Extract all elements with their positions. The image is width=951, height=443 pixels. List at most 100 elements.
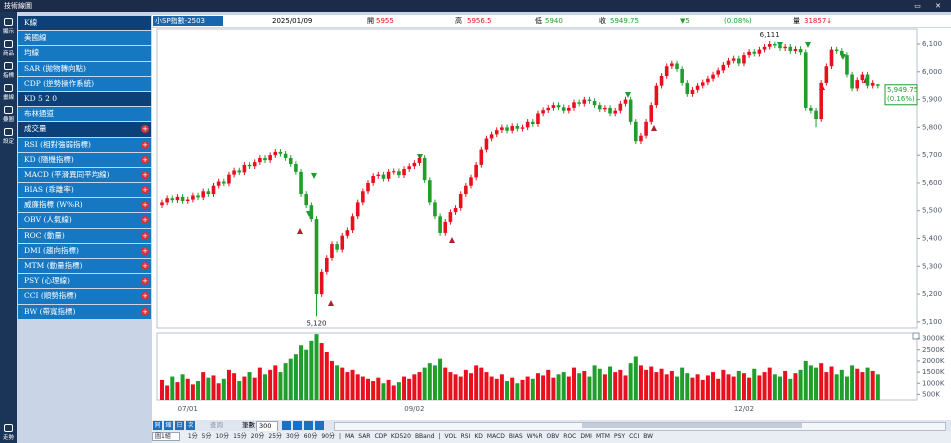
period-option[interactable]: 90分: [321, 433, 335, 440]
indicator-option[interactable]: OBV: [546, 433, 560, 440]
overlay-item[interactable]: 美國線: [18, 31, 151, 46]
indicator-option[interactable]: BW: [643, 433, 654, 440]
overlay-option[interactable]: SAR: [358, 433, 371, 440]
candle-body: [381, 174, 386, 179]
volume-bar: [649, 366, 654, 400]
candle-body: [634, 121, 638, 142]
group-select[interactable]: 圖1組: [152, 432, 180, 441]
title-bar: 技術線圖 ▭ ✕: [0, 0, 951, 12]
candle-body: [773, 44, 777, 46]
tool-icon[interactable]: [282, 421, 291, 430]
indicator-option[interactable]: DMI: [580, 433, 592, 440]
add-button[interactable]: +: [141, 140, 149, 149]
volume-bar: [278, 372, 283, 400]
overlay-option[interactable]: KD520: [390, 433, 411, 440]
overlay-option[interactable]: CDP: [374, 433, 387, 440]
period-option[interactable]: 30分: [286, 433, 300, 440]
volume-bar: [520, 379, 525, 400]
add-button[interactable]: +: [141, 277, 149, 286]
tool-icon[interactable]: [304, 421, 313, 430]
indicator-option[interactable]: BIAS: [508, 433, 523, 440]
overlay-item[interactable]: SAR (拋物轉向點): [18, 61, 151, 76]
indicator-option[interactable]: MACD: [486, 433, 505, 440]
overlay-item[interactable]: CDP (逆勢操作系統): [18, 76, 151, 91]
period-option[interactable]: 20分: [250, 433, 265, 440]
indicator-item[interactable]: RSI (相對強弱指標) +: [18, 137, 151, 152]
nav-item[interactable]: 商品: [0, 40, 17, 57]
overlay-item[interactable]: 均線: [18, 46, 151, 61]
indicator-option[interactable]: CCI: [629, 433, 640, 440]
period-option[interactable]: 1分: [187, 433, 198, 440]
volume-bar: [783, 370, 788, 400]
indicator-item[interactable]: 威廉指標 (W%R) +: [18, 198, 151, 213]
add-button[interactable]: +: [141, 246, 149, 255]
indicator-option[interactable]: VOL: [444, 433, 457, 440]
close-panel-button[interactable]: [912, 332, 920, 340]
volume-bar: [597, 368, 602, 400]
tool-button[interactable]: 同: [153, 421, 162, 430]
candle-body: [706, 78, 710, 83]
nav-item[interactable]: 顯示: [0, 18, 17, 35]
last-price-label: (0.16%): [887, 95, 915, 103]
volume-bar: [288, 358, 293, 400]
symbol[interactable]: 小SP指數-2503: [153, 16, 223, 26]
overlay-option[interactable]: BBand: [414, 433, 435, 440]
x-tick-label: 12/02: [734, 405, 754, 413]
period-option[interactable]: 5分: [201, 433, 212, 440]
low-value: 5940: [545, 17, 563, 25]
indicator-item[interactable]: DMI (趨向指標) +: [18, 243, 151, 258]
candle-body: [443, 221, 448, 233]
nav-item[interactable]: 疊圖: [0, 106, 17, 123]
add-button[interactable]: +: [141, 201, 149, 210]
add-button[interactable]: +: [141, 125, 149, 134]
add-button[interactable]: +: [141, 155, 149, 164]
indicator-option[interactable]: RSI: [460, 433, 471, 440]
nav-item[interactable]: 走勢: [0, 424, 17, 441]
nav-item[interactable]: 指標: [0, 62, 17, 79]
indicator-item[interactable]: OBV (人氣線) +: [18, 213, 151, 228]
add-button[interactable]: +: [141, 292, 149, 301]
period-option[interactable]: 15分: [233, 433, 247, 440]
low-label: 低: [535, 17, 542, 25]
tool-icon[interactable]: [315, 421, 324, 430]
period-option[interactable]: 10分: [215, 433, 230, 440]
overlay-item[interactable]: KD 5 2 0: [18, 91, 151, 107]
period-option[interactable]: 60分: [303, 433, 318, 440]
nav-item[interactable]: 畫線: [0, 84, 17, 101]
indicator-option[interactable]: PSY: [613, 433, 626, 440]
window-controls[interactable]: ▭ ✕: [914, 2, 947, 10]
overlay-item[interactable]: 布林通道: [18, 107, 151, 122]
add-button[interactable]: +: [141, 186, 149, 195]
add-button[interactable]: +: [141, 216, 149, 225]
indicator-item[interactable]: ROC (動量) +: [18, 228, 151, 243]
candle-body: [556, 105, 561, 108]
add-button[interactable]: +: [141, 231, 149, 240]
period-option[interactable]: 25分: [268, 433, 283, 440]
add-button[interactable]: +: [141, 307, 149, 316]
overlay-option[interactable]: MA: [345, 433, 355, 440]
indicator-option[interactable]: MTM: [595, 433, 610, 440]
indicator-item[interactable]: 成交量 +: [18, 122, 151, 137]
indicator-option[interactable]: W%R: [526, 433, 543, 440]
volume-bar: [247, 372, 252, 400]
add-button[interactable]: +: [141, 262, 149, 270]
indicator-item[interactable]: PSY (心理線) +: [18, 274, 151, 289]
tool-button[interactable]: 日: [175, 421, 184, 430]
indicator-item[interactable]: BW (帶寬指標) +: [18, 304, 151, 319]
indicator-option[interactable]: KD: [474, 433, 483, 440]
add-button[interactable]: +: [141, 170, 149, 179]
indicator-item[interactable]: KD (隨機指標) +: [18, 152, 151, 167]
candle-body: [433, 202, 437, 217]
tool-button[interactable]: 縮: [164, 421, 173, 430]
nav-item[interactable]: 設定: [0, 128, 17, 145]
indicator-item[interactable]: BIAS (乖離率) +: [18, 183, 151, 198]
overlay-item[interactable]: K線: [18, 16, 151, 31]
indicator-item[interactable]: CCI (順勢指標) +: [18, 289, 151, 304]
indicator-option[interactable]: ROC: [563, 433, 577, 440]
indicator-item[interactable]: MTM (動量指標) +: [18, 259, 151, 274]
scroll-thumb[interactable]: [582, 423, 802, 428]
tool-icon[interactable]: [293, 421, 302, 430]
tool-button[interactable]: 次: [186, 421, 195, 430]
query-button[interactable]: 查詢: [210, 421, 223, 429]
indicator-item[interactable]: MACD (平滑異同平均線) +: [18, 167, 151, 183]
